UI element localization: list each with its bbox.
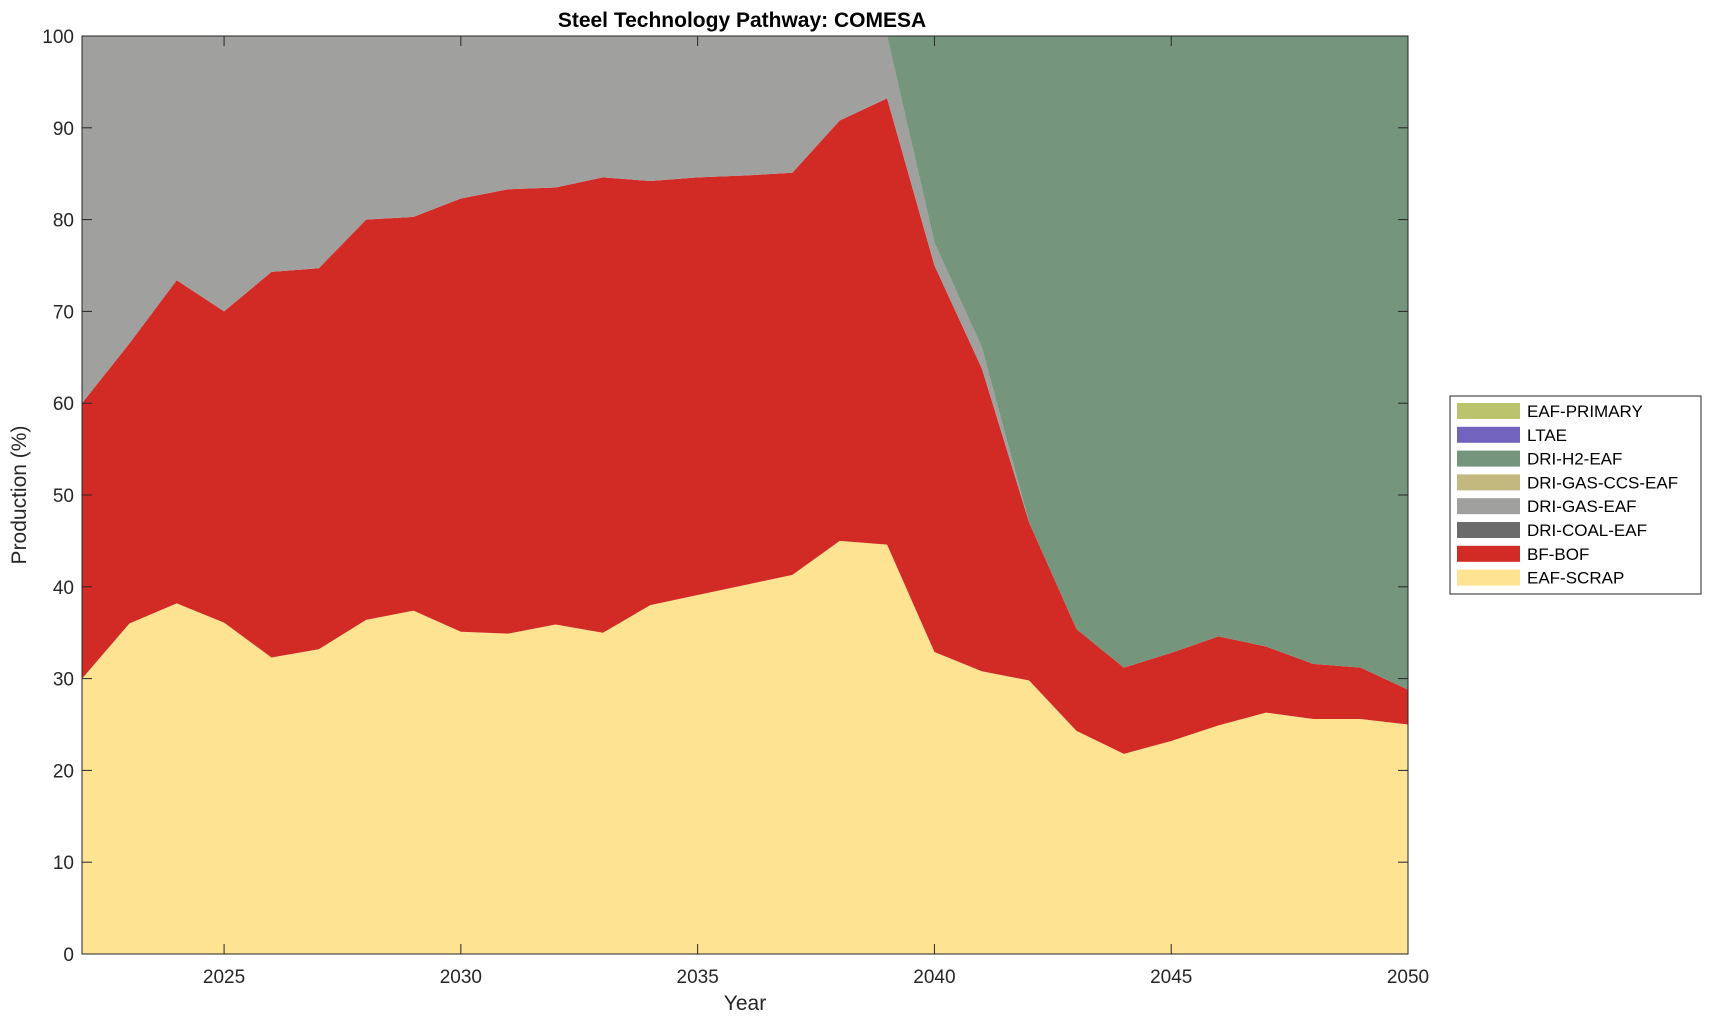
area-series-group [82, 36, 1408, 954]
legend-label-dri-h2-eaf: DRI-H2-EAF [1527, 450, 1622, 469]
y-tick-label: 50 [53, 486, 74, 507]
x-tick-label: 2030 [440, 967, 482, 988]
legend-label-bf-bof: BF-BOF [1527, 545, 1589, 564]
legend-label-ltae: LTAE [1527, 426, 1567, 445]
x-axis-label: Year [724, 992, 766, 1015]
x-tick-label: 2050 [1387, 967, 1429, 988]
legend-swatch-ltae [1457, 426, 1520, 443]
legend-swatch-bf-bof [1457, 545, 1520, 562]
y-tick-label: 100 [42, 27, 74, 48]
y-tick-label: 30 [53, 670, 74, 691]
legend-label-eaf-primary: EAF-PRIMARY [1527, 402, 1643, 421]
area-eaf-scrap [82, 540, 1408, 954]
area-bf-bof [82, 98, 1408, 754]
y-axis-label: Production (%) [8, 426, 31, 565]
legend-label-eaf-scrap: EAF-SCRAP [1527, 569, 1624, 588]
x-tick-label: 2035 [677, 967, 719, 988]
x-tick-label: 2040 [913, 967, 955, 988]
legend-swatch-eaf-scrap [1457, 569, 1520, 586]
legend-swatch-dri-coal-eaf [1457, 522, 1520, 538]
y-tick-label: 70 [53, 302, 74, 323]
legend-swatch-eaf-primary [1457, 403, 1520, 419]
y-tick-label: 40 [53, 578, 74, 599]
area-dri-gas-eaf [82, 36, 1408, 690]
chart-title: Steel Technology Pathway: COMESA [558, 9, 926, 32]
legend: EAF-PRIMARY LTAE DRI-H2-EAF DRI-GAS-CCS-EAF… [1449, 395, 1702, 595]
legend-label-dri-coal-eaf: DRI-COAL-EAF [1527, 521, 1647, 540]
legend-swatch-dri-gas-eaf [1457, 498, 1520, 515]
y-tick-label: 60 [53, 394, 74, 415]
x-tick-label: 2045 [1150, 967, 1192, 988]
area-dri-h2-eaf [82, 36, 1408, 690]
y-tick-label: 10 [53, 853, 74, 874]
legend-label-dri-gas-eaf: DRI-GAS-EAF [1527, 497, 1637, 516]
y-tick-label: 0 [63, 945, 74, 966]
y-tick-label: 90 [53, 119, 74, 140]
legend-label-dri-gas-ccs-eaf: DRI-GAS-CCS-EAF [1527, 473, 1678, 492]
legend-swatch-dri-h2-eaf [1457, 450, 1520, 467]
legend-swatch-dri-gas-ccs-eaf [1457, 474, 1520, 491]
legend-box [1449, 395, 1702, 595]
y-tick-label: 80 [53, 211, 74, 232]
x-tick-label: 2025 [203, 967, 245, 988]
y-tick-label: 20 [53, 761, 74, 782]
